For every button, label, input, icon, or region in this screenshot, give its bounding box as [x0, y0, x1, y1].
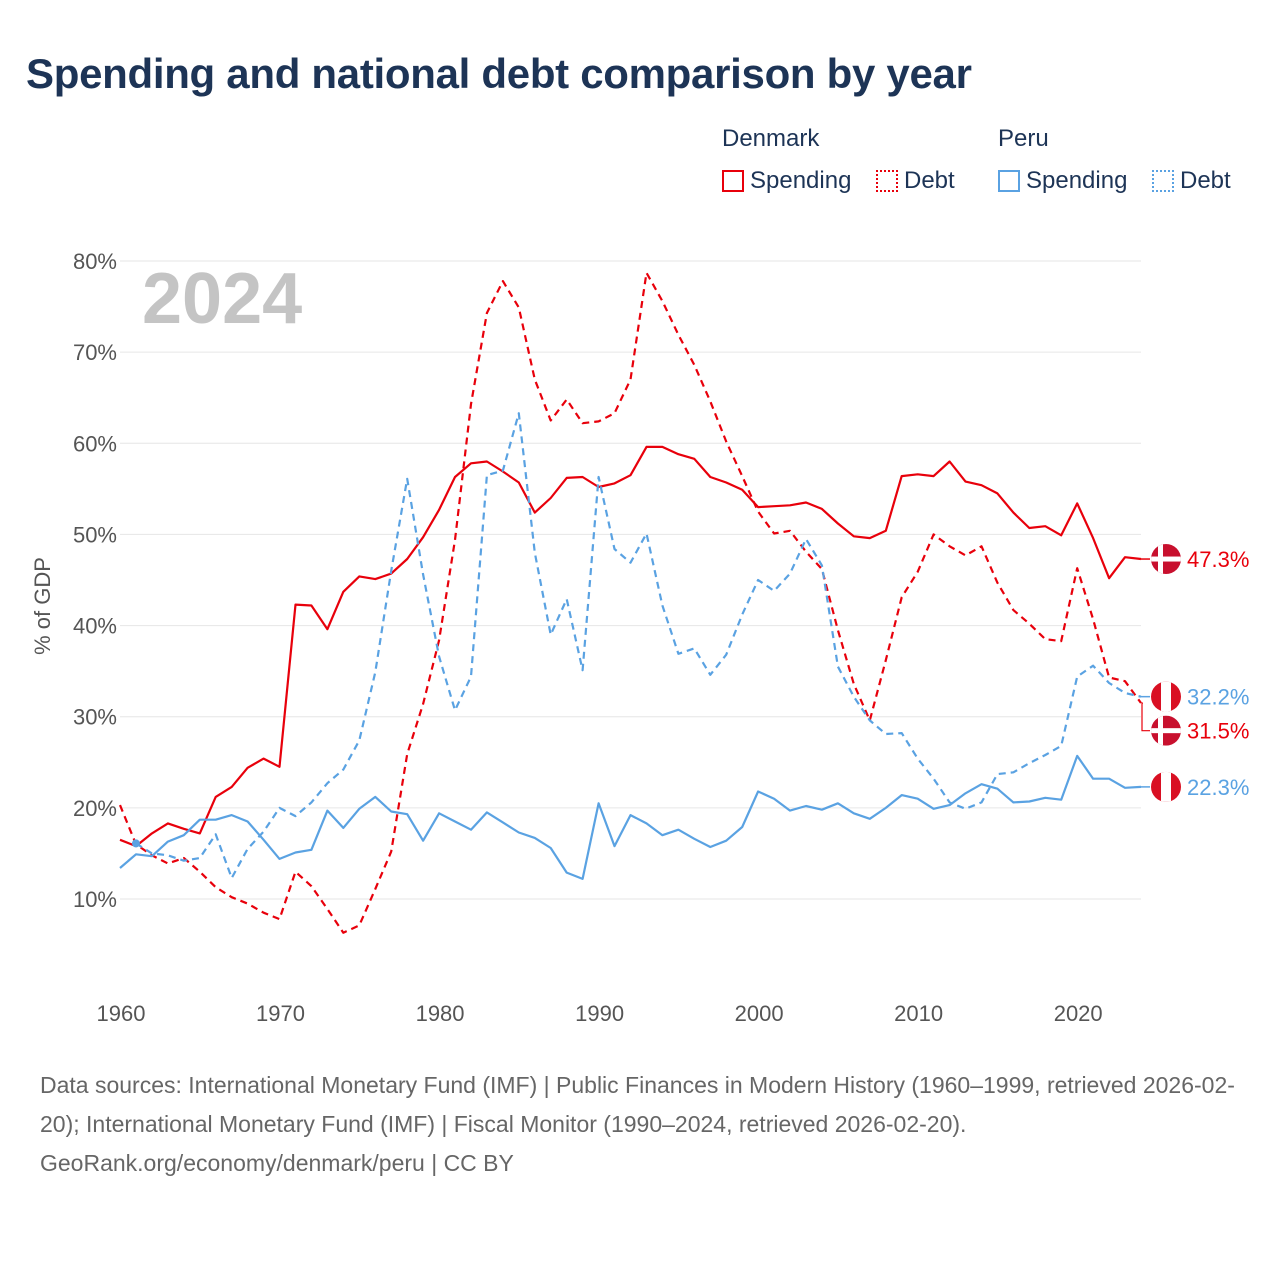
grid	[120, 260, 1141, 900]
end-value-label: 47.3%	[1187, 547, 1249, 572]
x-tick-label: 1990	[575, 1001, 624, 1026]
legend-item-denmark-debt[interactable]: Debt	[876, 167, 955, 195]
line-chart: 10% 20% 30% 40% 50% 60% 70% 80% 1960 1970 1980 199…	[30, 249, 1249, 1026]
legend-item-peru-debt[interactable]: Debt	[1152, 167, 1231, 195]
x-tick-label: 1960	[97, 1001, 146, 1026]
y-tick-label: 80%	[73, 249, 117, 274]
legend-label: Spending	[1026, 167, 1128, 194]
denmark-flag-icon	[1151, 715, 1181, 746]
series-line-denmark-spending[interactable]	[119, 445, 1142, 848]
x-tick-label: 2010	[894, 1001, 943, 1026]
series-line-peru-spending[interactable]	[119, 754, 1142, 880]
credit-link[interactable]: GeoRank.org/economy/denmark/peru | CC BY	[40, 1150, 514, 1176]
series	[118, 271, 1142, 934]
series-line-denmark-debt[interactable]	[118, 271, 1142, 934]
legend-label: Debt	[904, 167, 955, 194]
y-axis-label: % of GDP	[30, 557, 55, 655]
x-axis: 1960 1970 1980 1990 2000 2010 2020	[97, 1001, 1103, 1026]
legend-label: Spending	[750, 167, 852, 194]
legend-country-peru: Peru	[998, 125, 1049, 152]
year-label: 2024	[142, 259, 302, 339]
y-tick-label: 60%	[73, 431, 117, 456]
x-tick-label: 2000	[735, 1001, 784, 1026]
legend-country-denmark: Denmark	[722, 125, 820, 152]
label-connector	[1141, 702, 1150, 732]
footer: Data sources: International Monetary Fun…	[40, 1066, 1240, 1183]
solid-line-swatch-icon	[998, 170, 1020, 192]
end-value-label: 31.5%	[1187, 719, 1249, 744]
end-labels: 47.3% 32.2% 31.5% 22.3%	[1141, 544, 1249, 802]
end-label-peru-spending: 22.3%	[1141, 771, 1249, 802]
y-tick-label: 30%	[73, 705, 117, 730]
data-point-marker	[131, 839, 140, 848]
series-line-peru-debt[interactable]	[135, 412, 1142, 880]
y-axis: 10% 20% 30% 40% 50% 60% 70% 80%	[73, 249, 117, 912]
end-label-denmark-spending: 47.3%	[1141, 544, 1249, 575]
legend-item-peru-spending[interactable]: Spending	[998, 167, 1127, 195]
y-tick-label: 40%	[73, 614, 117, 639]
data-sources: Data sources: International Monetary Fun…	[40, 1072, 1235, 1137]
end-label-denmark-debt: 31.5%	[1141, 702, 1249, 746]
dashed-line-swatch-icon	[1152, 170, 1174, 192]
peru-flag-icon	[1151, 681, 1181, 712]
y-tick-label: 50%	[73, 522, 117, 547]
peru-flag-icon	[1151, 771, 1181, 802]
denmark-flag-icon	[1151, 544, 1181, 575]
x-tick-label: 2020	[1054, 1001, 1103, 1026]
y-tick-label: 10%	[73, 887, 117, 912]
legend-label: Debt	[1180, 167, 1231, 194]
y-tick-label: 70%	[73, 340, 117, 365]
x-tick-label: 1980	[416, 1001, 465, 1026]
legend-item-denmark-spending[interactable]: Spending	[722, 167, 851, 195]
dashed-line-swatch-icon	[876, 170, 898, 192]
x-tick-label: 1970	[256, 1001, 305, 1026]
end-label-peru-debt: 32.2%	[1141, 681, 1249, 712]
y-tick-label: 20%	[73, 796, 117, 821]
end-value-label: 22.3%	[1187, 775, 1249, 800]
chart-title: Spending and national debt comparison by…	[26, 50, 972, 97]
end-value-label: 32.2%	[1187, 685, 1249, 710]
solid-line-swatch-icon	[722, 170, 744, 192]
